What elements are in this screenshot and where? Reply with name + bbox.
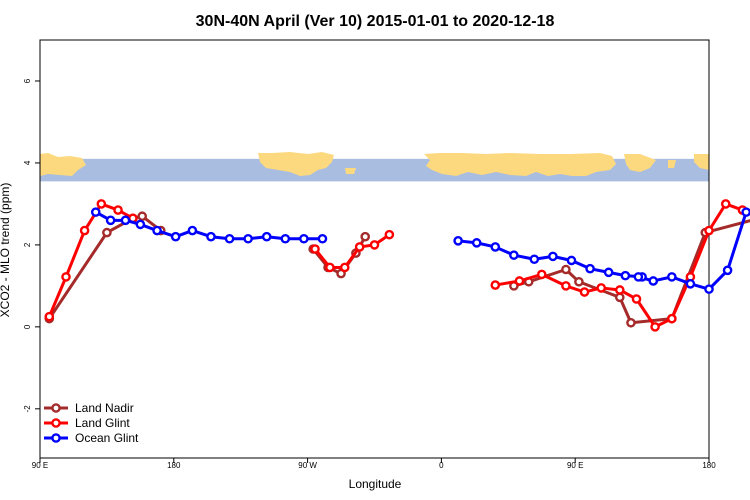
x-tick-label: 90 W	[298, 461, 317, 470]
data-point	[685, 279, 696, 289]
x-tick-label: 90 E	[567, 461, 583, 470]
data-point	[490, 280, 501, 290]
plot-frame	[39, 39, 710, 459]
data-point	[137, 211, 148, 222]
data-point	[509, 250, 519, 260]
data-point	[529, 254, 540, 265]
series-line	[513, 219, 750, 325]
data-point	[339, 262, 350, 273]
y-tick-label: -2	[23, 405, 32, 413]
legend-marker	[51, 403, 61, 413]
data-point	[280, 233, 291, 244]
data-point	[579, 287, 590, 297]
data-point	[44, 311, 55, 322]
legend-label: Land Nadir	[75, 401, 134, 415]
data-point	[102, 227, 112, 238]
data-point	[152, 225, 162, 236]
y-axis: -2 0 2 4 6	[23, 78, 40, 412]
series-ocean-glint	[90, 207, 750, 294]
legend-label: Ocean Glint	[75, 431, 139, 445]
data-point	[206, 231, 216, 242]
data-point	[360, 231, 371, 242]
x-tick-label: 180	[702, 461, 716, 470]
data-point	[574, 276, 584, 287]
data-point	[453, 236, 463, 246]
data-point	[113, 205, 123, 215]
chart-title: 30N-40N April (Ver 10) 2015-01-01 to 202…	[196, 13, 555, 30]
data-point	[79, 225, 90, 236]
x-tick-label: 90 E	[32, 461, 48, 470]
data-point	[626, 317, 636, 328]
x-axis: 90 E 180 90 W 0 90 E 180	[32, 458, 716, 470]
data-point	[471, 238, 482, 248]
world-map-strip	[40, 152, 709, 182]
map-land-silhouettes	[40, 152, 709, 176]
legend-item: Ocean Glint	[44, 431, 139, 445]
legend-marker	[51, 418, 61, 428]
legend-marker	[51, 433, 61, 443]
data-point	[741, 207, 750, 217]
data-point	[650, 322, 660, 332]
data-point	[105, 215, 116, 226]
data-point	[667, 313, 677, 324]
data-point	[585, 263, 595, 274]
data-point	[722, 265, 733, 276]
x-axis-label: Longitude	[349, 477, 402, 491]
y-tick-label: 2	[23, 242, 32, 247]
series-line	[495, 202, 750, 329]
data-point	[596, 283, 607, 293]
data-point	[310, 244, 320, 254]
data-point	[490, 242, 501, 252]
data-point	[96, 199, 107, 209]
data-point	[90, 207, 101, 217]
series-land-glint	[44, 199, 750, 332]
legend-item: Land Glint	[44, 416, 130, 430]
legend-item: Land Nadir	[44, 401, 134, 415]
data-point	[261, 231, 272, 242]
data-point	[667, 272, 677, 282]
y-tick-label: 4	[23, 160, 32, 165]
data-point	[620, 270, 631, 281]
data-point	[561, 264, 571, 275]
data-point	[514, 276, 525, 286]
data-point	[566, 255, 577, 266]
data-point	[536, 269, 547, 280]
data-point	[648, 276, 659, 286]
data-point	[615, 285, 625, 295]
data-point	[170, 231, 181, 242]
data-point	[615, 292, 625, 303]
data-point	[369, 240, 380, 250]
data-point	[354, 242, 365, 252]
x-tick-label: 180	[167, 461, 181, 470]
data-point	[224, 233, 235, 244]
data-point	[384, 229, 395, 240]
data-point	[633, 272, 644, 282]
data-point	[317, 233, 328, 244]
series-layer	[44, 199, 750, 332]
data-point	[603, 267, 614, 278]
y-tick-label: 0	[23, 324, 32, 329]
data-point	[120, 215, 131, 226]
data-point	[187, 225, 198, 236]
data-point	[704, 284, 714, 294]
data-point	[61, 272, 71, 282]
data-point	[704, 225, 714, 236]
y-tick-label: 6	[23, 78, 32, 83]
data-point	[548, 251, 558, 262]
data-point	[720, 199, 731, 209]
y-axis-label: XCO2 - MLO trend (ppm)	[0, 183, 12, 318]
data-point	[631, 294, 642, 304]
data-point	[243, 233, 253, 244]
data-point	[561, 281, 571, 291]
legend-label: Land Glint	[75, 416, 130, 430]
data-point	[135, 219, 146, 230]
x-tick-label: 0	[439, 461, 444, 470]
data-point	[325, 262, 335, 273]
data-point	[299, 233, 309, 244]
